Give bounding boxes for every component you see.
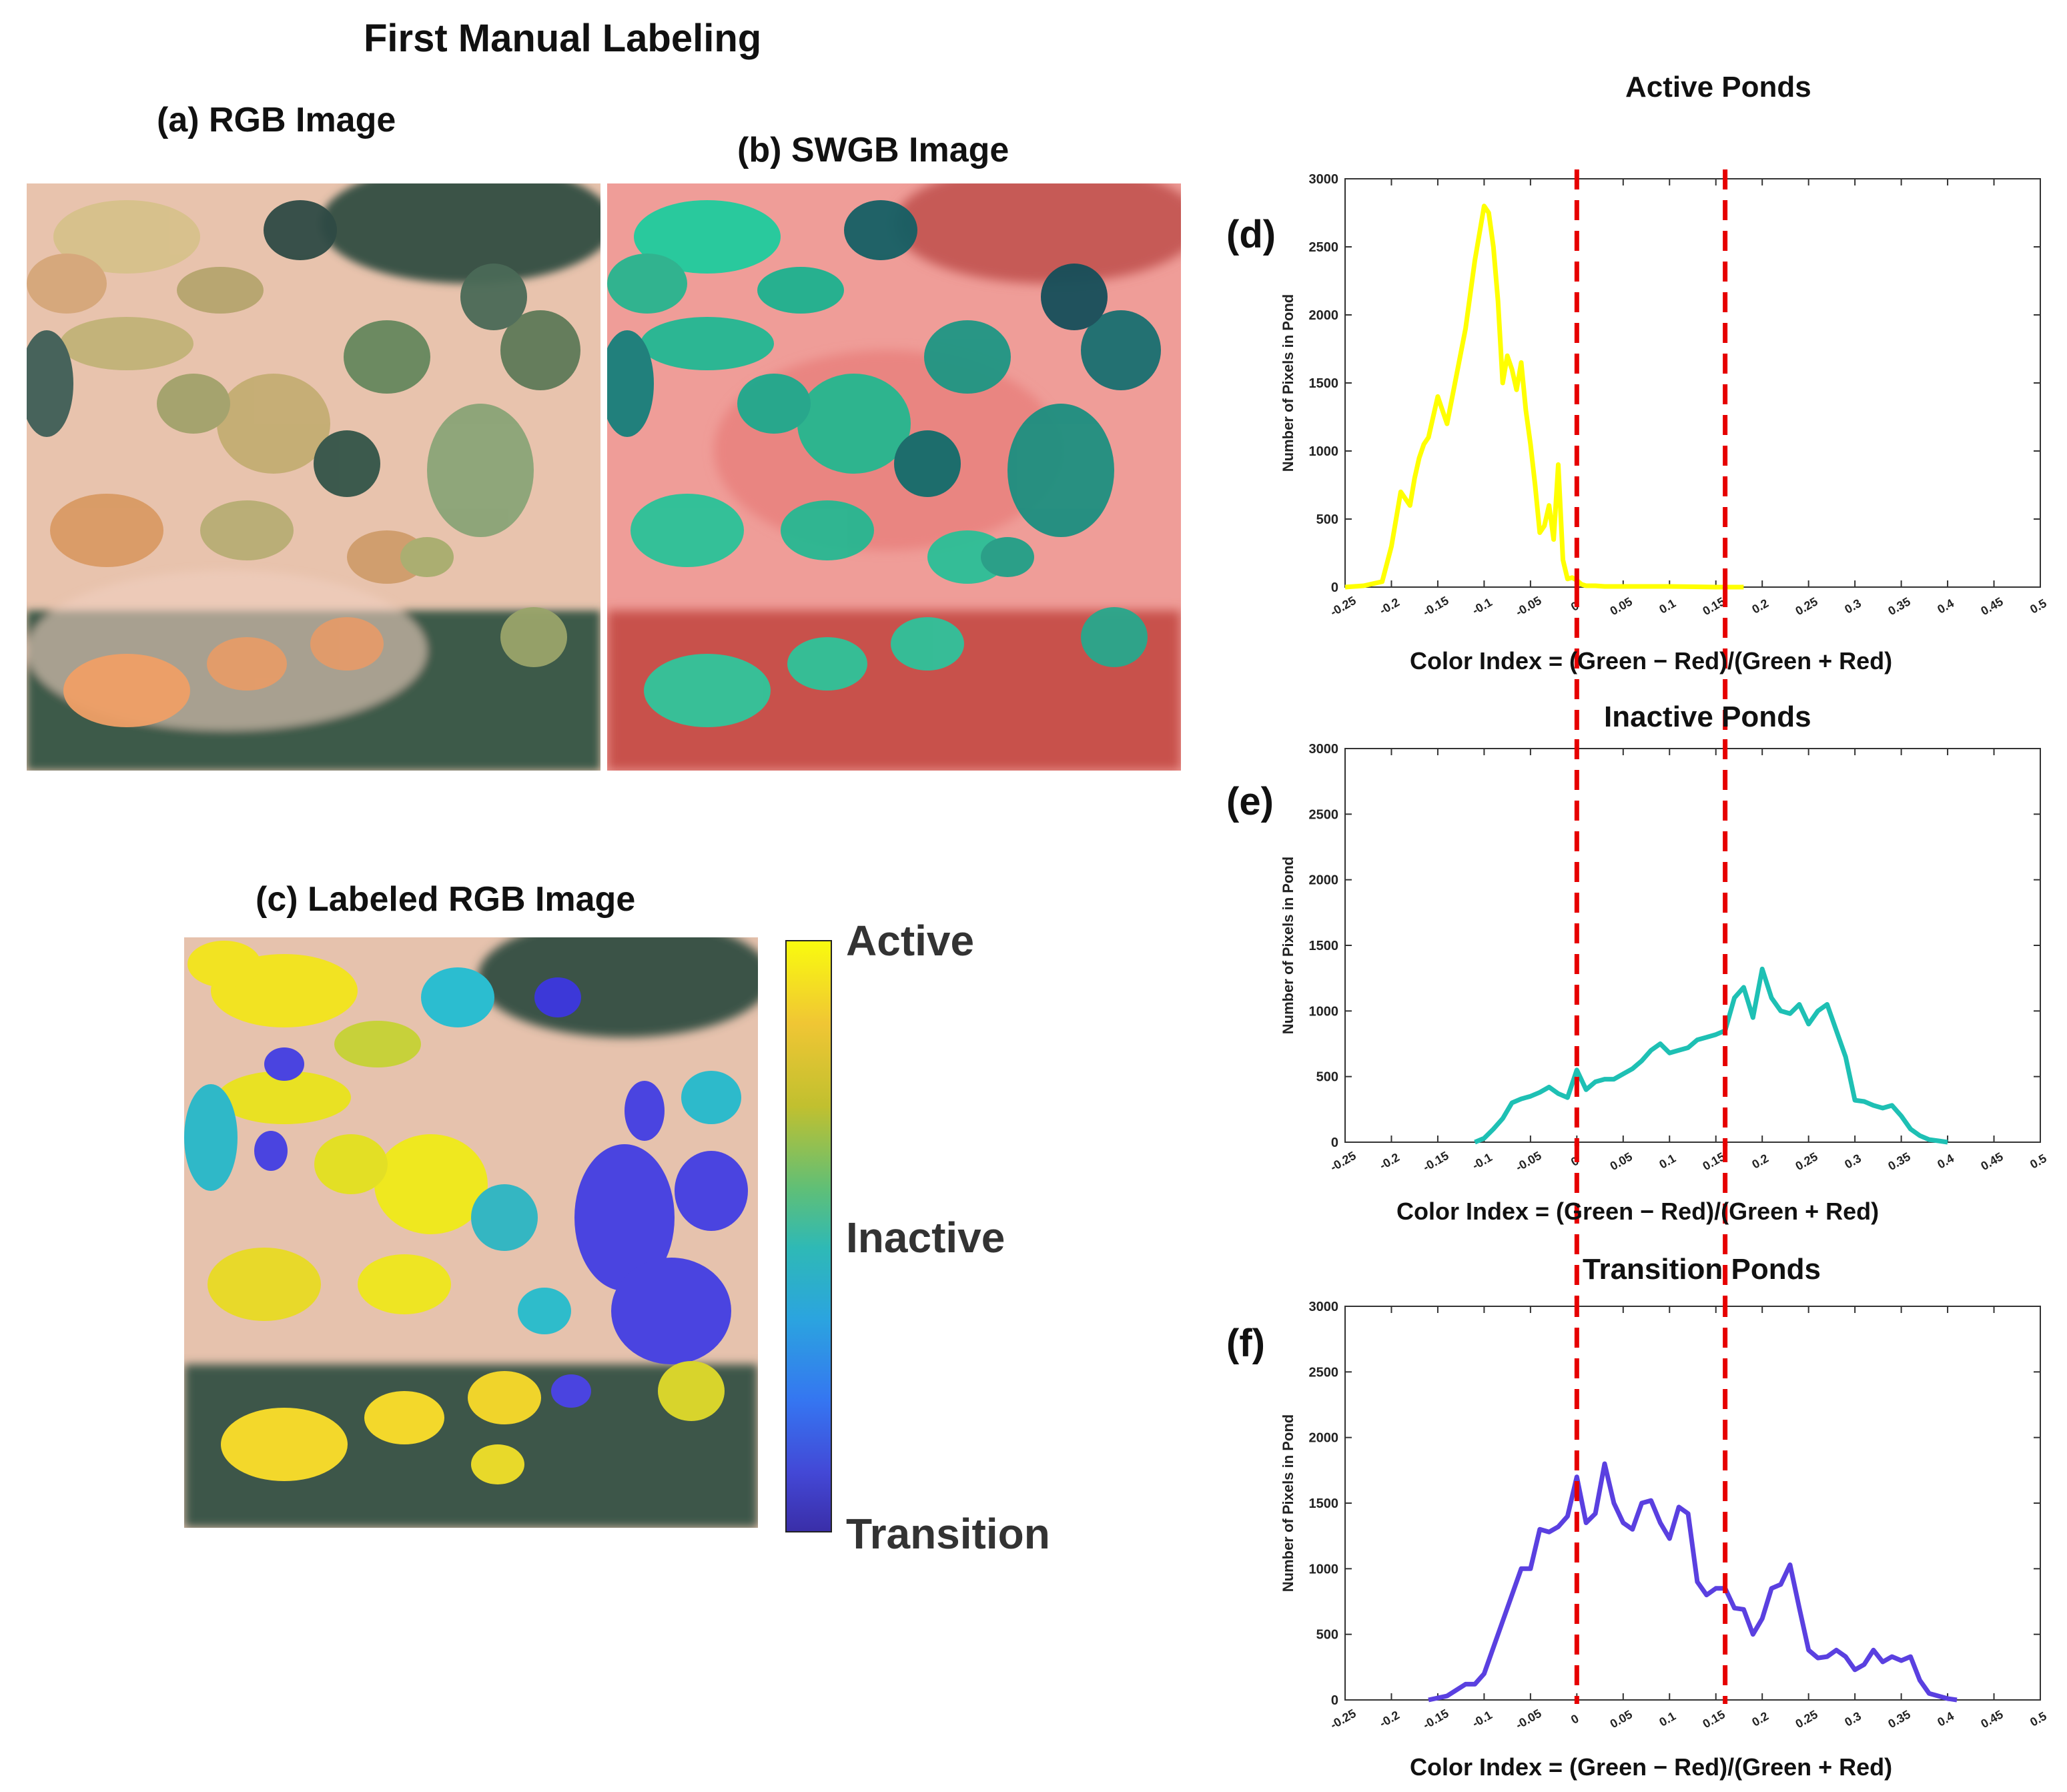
x-tick-label: 0.35 bbox=[1886, 594, 1912, 618]
x-tick-label: 0.3 bbox=[1842, 1709, 1864, 1729]
y-tick-label: 0 bbox=[1331, 1136, 1338, 1150]
y-tick-label: 2500 bbox=[1309, 240, 1339, 255]
y-tick-label: 500 bbox=[1316, 1628, 1338, 1643]
panel-d-letter: (d) bbox=[1226, 213, 1276, 256]
x-tick-label: -0.05 bbox=[1513, 1707, 1544, 1732]
x-tick-label: 0.2 bbox=[1749, 1152, 1771, 1172]
labeled-rgb-image bbox=[184, 937, 758, 1528]
figure-title: First Manual Labeling bbox=[364, 17, 762, 60]
y-tick-label: 3000 bbox=[1309, 742, 1339, 757]
x-tick-label: 0.4 bbox=[1935, 596, 1956, 616]
x-tick-label: 0.3 bbox=[1842, 596, 1864, 616]
series-line-transition bbox=[1428, 1461, 1958, 1703]
x-tick-label: 0.1 bbox=[1657, 596, 1678, 616]
chart-2: 0 500 1000 1500 2000 2500 3000 -0.25 -0.2 -0.15 -0… bbox=[1280, 739, 2049, 1174]
x-tick-label: -0.05 bbox=[1513, 594, 1544, 619]
chart-3: 0 500 1000 1500 2000 2500 3000 -0.25 -0.2 -0.15 -0… bbox=[1280, 1297, 2049, 1732]
x-tick-label: -0.15 bbox=[1420, 594, 1451, 619]
x-tick-label: -0.2 bbox=[1377, 595, 1402, 617]
y-tick-label: 2000 bbox=[1309, 1431, 1339, 1446]
y-tick-label: 2000 bbox=[1309, 873, 1339, 888]
x-tick-label: 0.1 bbox=[1657, 1152, 1678, 1172]
plot-area bbox=[1344, 1306, 2041, 1701]
y-tick-label: 3000 bbox=[1309, 1300, 1339, 1314]
x-tick-label: 0.05 bbox=[1608, 594, 1635, 618]
x-tick-label: 0 bbox=[1569, 1712, 1581, 1727]
x-tick-label: 0.2 bbox=[1749, 596, 1771, 616]
panel-c-title: (c) Labeled RGB Image bbox=[256, 880, 636, 919]
x-tick-label: -0.25 bbox=[1328, 594, 1358, 619]
y-axis-label: Number of Pixels in Pond bbox=[1280, 294, 1296, 472]
y-tick-label: 1500 bbox=[1309, 939, 1339, 953]
x-tick-label: -0.25 bbox=[1328, 1149, 1358, 1174]
y-tick-label: 1000 bbox=[1309, 1004, 1339, 1019]
x-tick-label: 0.2 bbox=[1749, 1709, 1771, 1729]
x-tick-label: 0.15 bbox=[1701, 1707, 1727, 1731]
x-tick-label: -0.25 bbox=[1328, 1707, 1358, 1732]
swgb-image bbox=[607, 183, 1181, 771]
chart-e-xlabel: Color Index = (Green − Red)/(Green + Red… bbox=[1396, 1198, 1880, 1225]
x-tick-label: -0.1 bbox=[1470, 1150, 1495, 1172]
y-tick-label: 0 bbox=[1331, 580, 1338, 595]
series-line-active bbox=[1344, 203, 1744, 590]
x-tick-label: -0.1 bbox=[1470, 595, 1495, 617]
x-tick-label: 0.35 bbox=[1886, 1150, 1912, 1173]
y-tick-label: 2500 bbox=[1309, 1365, 1339, 1380]
x-tick-label: 0.3 bbox=[1842, 1152, 1864, 1172]
colorbar bbox=[785, 940, 832, 1532]
x-tick-label: -0.15 bbox=[1420, 1707, 1451, 1732]
y-tick-label: 1500 bbox=[1309, 1496, 1339, 1511]
panel-f-letter: (f) bbox=[1226, 1322, 1265, 1365]
x-tick-label: 0.25 bbox=[1793, 1707, 1819, 1731]
y-axis-label: Number of Pixels in Pond bbox=[1280, 857, 1296, 1034]
x-tick-label: 0.25 bbox=[1793, 1150, 1819, 1173]
chart-d-title: Active Ponds bbox=[1625, 71, 1811, 103]
x-tick-label: -0.1 bbox=[1470, 1708, 1495, 1730]
chart-f-title: Transition Ponds bbox=[1583, 1253, 1821, 1286]
x-tick-label: 0.5 bbox=[2028, 1152, 2049, 1172]
chart-d-xlabel: Color Index = (Green − Red)/(Green + Red… bbox=[1410, 647, 1893, 675]
x-tick-label: 0.05 bbox=[1608, 1707, 1635, 1731]
x-tick-label: 0.45 bbox=[1978, 594, 2005, 618]
x-tick-label: -0.15 bbox=[1420, 1149, 1451, 1174]
panel-e-letter: (e) bbox=[1226, 780, 1274, 823]
colorbar-label-inactive: Inactive bbox=[846, 1214, 1005, 1262]
x-tick-label: 0.4 bbox=[1935, 1709, 1956, 1729]
chart-1: 0 500 1000 1500 2000 2500 3000 -0.25 -0.2 -0.15 -0… bbox=[1280, 169, 2049, 619]
y-tick-label: 0 bbox=[1331, 1693, 1338, 1708]
panel-a-title: (a) RGB Image bbox=[157, 101, 396, 139]
chart-f-xlabel: Color Index = (Green − Red)/(Green + Red… bbox=[1410, 1753, 1893, 1781]
y-tick-label: 500 bbox=[1316, 512, 1338, 527]
x-tick-label: -0.2 bbox=[1377, 1150, 1402, 1172]
x-tick-label: -0.05 bbox=[1513, 1149, 1544, 1174]
y-tick-label: 500 bbox=[1316, 1070, 1338, 1085]
x-tick-label: 0.1 bbox=[1657, 1709, 1678, 1729]
y-tick-label: 1000 bbox=[1309, 1562, 1339, 1577]
x-tick-label: 0.45 bbox=[1978, 1150, 2005, 1173]
y-tick-label: 1500 bbox=[1309, 376, 1339, 391]
colorbar-label-active: Active bbox=[846, 917, 975, 965]
y-tick-label: 3000 bbox=[1309, 172, 1339, 187]
x-tick-label: 0.5 bbox=[2028, 596, 2049, 616]
panel-b-title: (b) SWGB Image bbox=[737, 131, 1009, 169]
x-tick-label: 0.5 bbox=[2028, 1709, 2049, 1729]
x-tick-label: 0.25 bbox=[1793, 594, 1819, 618]
plot-area bbox=[1344, 178, 2041, 588]
x-tick-label: 0.45 bbox=[1978, 1707, 2005, 1731]
chart-e-title: Inactive Ponds bbox=[1604, 701, 1811, 733]
y-tick-label: 2000 bbox=[1309, 308, 1339, 323]
rgb-image bbox=[27, 183, 600, 771]
colorbar-label-transition: Transition bbox=[846, 1510, 1050, 1558]
x-tick-label: 0.35 bbox=[1886, 1707, 1912, 1731]
x-tick-label: 0.05 bbox=[1608, 1150, 1635, 1173]
plot-area bbox=[1344, 748, 2041, 1143]
x-tick-label: 0.4 bbox=[1935, 1152, 1956, 1172]
y-tick-label: 2500 bbox=[1309, 807, 1339, 822]
y-axis-label: Number of Pixels in Pond bbox=[1280, 1414, 1296, 1592]
x-tick-label: -0.2 bbox=[1377, 1708, 1402, 1730]
series-line-inactive bbox=[1474, 966, 1948, 1145]
y-tick-label: 1000 bbox=[1309, 444, 1339, 459]
